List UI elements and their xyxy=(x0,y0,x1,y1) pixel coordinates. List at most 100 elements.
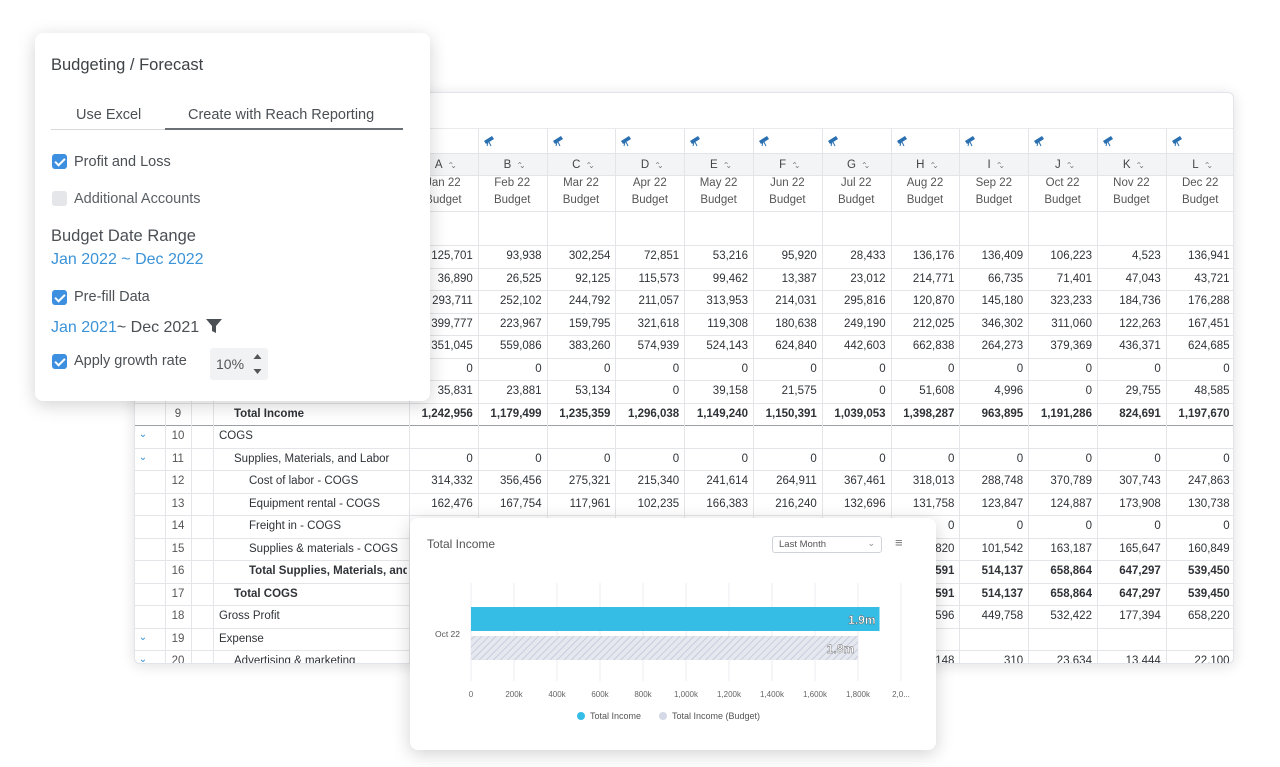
table-cell[interactable] xyxy=(822,425,891,448)
sort-icon[interactable]: ⌃⌄ xyxy=(1065,161,1076,170)
table-cell[interactable]: 136,176 xyxy=(912,250,955,262)
table-cell[interactable]: 0 xyxy=(1154,520,1161,532)
table-cell[interactable]: 0 xyxy=(672,385,680,397)
prefill-range[interactable]: Jan 2021~ Dec 2021 xyxy=(51,319,199,337)
table-cell[interactable] xyxy=(1028,425,1097,448)
table-cell[interactable]: 0 xyxy=(603,362,611,375)
table-cell[interactable]: 0 xyxy=(1223,362,1230,375)
table-cell[interactable]: 23,881 xyxy=(506,385,542,397)
table-cell[interactable]: 247,863 xyxy=(1188,475,1230,487)
table-cell[interactable]: 119,308 xyxy=(707,317,748,330)
table-cell[interactable]: 35,831 xyxy=(437,385,473,397)
table-cell[interactable]: 145,180 xyxy=(981,295,1024,307)
table-cell[interactable]: 539,450 xyxy=(1188,587,1230,600)
table-cell[interactable]: 963,895 xyxy=(981,407,1024,420)
legend-total-income[interactable]: Total Income xyxy=(577,711,641,721)
table-cell[interactable]: 214,031 xyxy=(775,295,817,307)
table-cell[interactable]: 131,758 xyxy=(912,497,955,510)
table-cell[interactable]: 383,260 xyxy=(568,340,611,352)
table-cell[interactable]: 167,754 xyxy=(500,497,542,510)
table-cell[interactable] xyxy=(1166,425,1233,448)
table-cell[interactable]: 132,696 xyxy=(844,497,886,510)
table-cell[interactable]: 0 xyxy=(535,362,542,375)
table-cell[interactable]: 162,476 xyxy=(431,497,473,510)
table-cell[interactable]: 180,638 xyxy=(775,317,817,330)
table-cell[interactable]: 36,890 xyxy=(437,272,473,285)
table-cell[interactable]: 4,996 xyxy=(994,385,1024,397)
table-cell[interactable]: 323,233 xyxy=(1050,295,1092,307)
table-cell[interactable]: 4,523 xyxy=(1132,250,1161,262)
telescope-icon[interactable] xyxy=(1171,135,1185,149)
table-cell[interactable]: 215,340 xyxy=(637,475,680,487)
table-cell[interactable]: 1,039,053 xyxy=(834,407,886,420)
sort-icon[interactable]: ⌃⌄ xyxy=(585,161,595,170)
table-cell[interactable]: 0 xyxy=(1016,452,1024,465)
table-cell[interactable]: 48,585 xyxy=(1194,385,1230,397)
sort-icon[interactable]: ⌃⌄ xyxy=(995,161,1006,170)
telescope-icon[interactable] xyxy=(1102,135,1116,149)
table-cell[interactable]: 173,908 xyxy=(1119,497,1161,510)
table-cell[interactable]: 0 xyxy=(672,452,680,465)
table-cell[interactable]: 244,792 xyxy=(568,295,611,307)
table-cell[interactable]: 351,045 xyxy=(431,340,473,352)
table-cell[interactable]: 399,777 xyxy=(431,317,473,330)
table-cell[interactable]: 318,013 xyxy=(912,475,955,487)
table-cell[interactable]: 241,614 xyxy=(706,475,748,487)
growth-rate-stepper[interactable]: 10% xyxy=(210,348,268,380)
sort-icon[interactable]: ⌃⌄ xyxy=(447,161,458,170)
table-cell[interactable]: 295,816 xyxy=(844,295,886,307)
table-cell[interactable]: 1,296,038 xyxy=(628,407,680,420)
table-cell[interactable]: 0 xyxy=(603,452,611,465)
telescope-icon[interactable] xyxy=(758,135,772,149)
table-cell[interactable]: 177,394 xyxy=(1119,610,1161,622)
table-cell[interactable] xyxy=(959,628,1028,651)
table-cell[interactable]: 442,603 xyxy=(844,340,886,352)
table-cell[interactable]: 0 xyxy=(1085,452,1092,465)
expand-chevron-icon[interactable]: ⌄ xyxy=(138,451,148,463)
table-cell[interactable]: 647,297 xyxy=(1119,565,1161,577)
expand-chevron-icon[interactable]: ⌄ xyxy=(138,654,148,664)
table-cell[interactable]: 124,887 xyxy=(1050,497,1092,510)
table-cell[interactable]: 591 xyxy=(935,565,955,577)
sort-icon[interactable]: ⌃⌄ xyxy=(1203,161,1214,170)
table-cell[interactable] xyxy=(959,425,1028,448)
table-cell[interactable]: 212,025 xyxy=(912,317,955,330)
table-cell[interactable]: 1,191,286 xyxy=(1040,407,1092,420)
table-cell[interactable]: 824,691 xyxy=(1119,407,1161,420)
profit-loss-checkbox[interactable] xyxy=(52,154,67,169)
table-cell[interactable] xyxy=(684,425,753,448)
filter-icon[interactable] xyxy=(206,319,222,334)
table-cell[interactable]: 66,735 xyxy=(988,272,1024,285)
table-cell[interactable]: 166,383 xyxy=(706,497,748,510)
table-cell[interactable]: 0 xyxy=(879,362,886,375)
table-cell[interactable]: 0 xyxy=(1154,362,1161,375)
telescope-icon[interactable] xyxy=(689,135,703,149)
table-cell[interactable]: 0 xyxy=(466,452,473,465)
table-cell[interactable] xyxy=(409,425,478,448)
sort-icon[interactable]: ⌃⌄ xyxy=(516,161,526,170)
prefill-checkbox[interactable] xyxy=(52,290,67,305)
column-letter-header[interactable]: K ⌃⌄ xyxy=(1098,154,1166,176)
table-cell[interactable]: 23,012 xyxy=(850,272,886,285)
table-cell[interactable]: 313,953 xyxy=(706,295,748,307)
period-select[interactable]: Last Month ⌄ xyxy=(772,536,882,553)
table-cell[interactable]: 136,409 xyxy=(981,250,1024,262)
table-cell[interactable]: 0 xyxy=(741,452,748,465)
column-letter-header[interactable]: H ⌃⌄ xyxy=(891,154,960,176)
table-cell[interactable]: 13,387 xyxy=(781,272,817,285)
column-letter-header[interactable]: L ⌃⌄ xyxy=(1166,154,1233,176)
table-cell[interactable]: 99,462 xyxy=(712,272,748,285)
table-cell[interactable]: 820 xyxy=(935,542,955,555)
table-cell[interactable] xyxy=(478,425,547,448)
table-cell[interactable]: 184,736 xyxy=(1119,295,1161,307)
column-letter-header[interactable]: J ⌃⌄ xyxy=(1029,154,1097,176)
table-cell[interactable]: 125,701 xyxy=(431,250,473,262)
table-cell[interactable] xyxy=(1097,628,1166,651)
table-cell[interactable]: 0 xyxy=(1016,362,1024,375)
growth-rate-checkbox[interactable] xyxy=(52,354,67,369)
table-cell[interactable]: 130,738 xyxy=(1188,497,1230,510)
table-cell[interactable]: 53,134 xyxy=(575,385,611,397)
menu-icon[interactable]: ≡ xyxy=(895,535,903,550)
table-cell[interactable]: 346,302 xyxy=(981,317,1024,330)
telescope-icon[interactable] xyxy=(827,135,841,149)
